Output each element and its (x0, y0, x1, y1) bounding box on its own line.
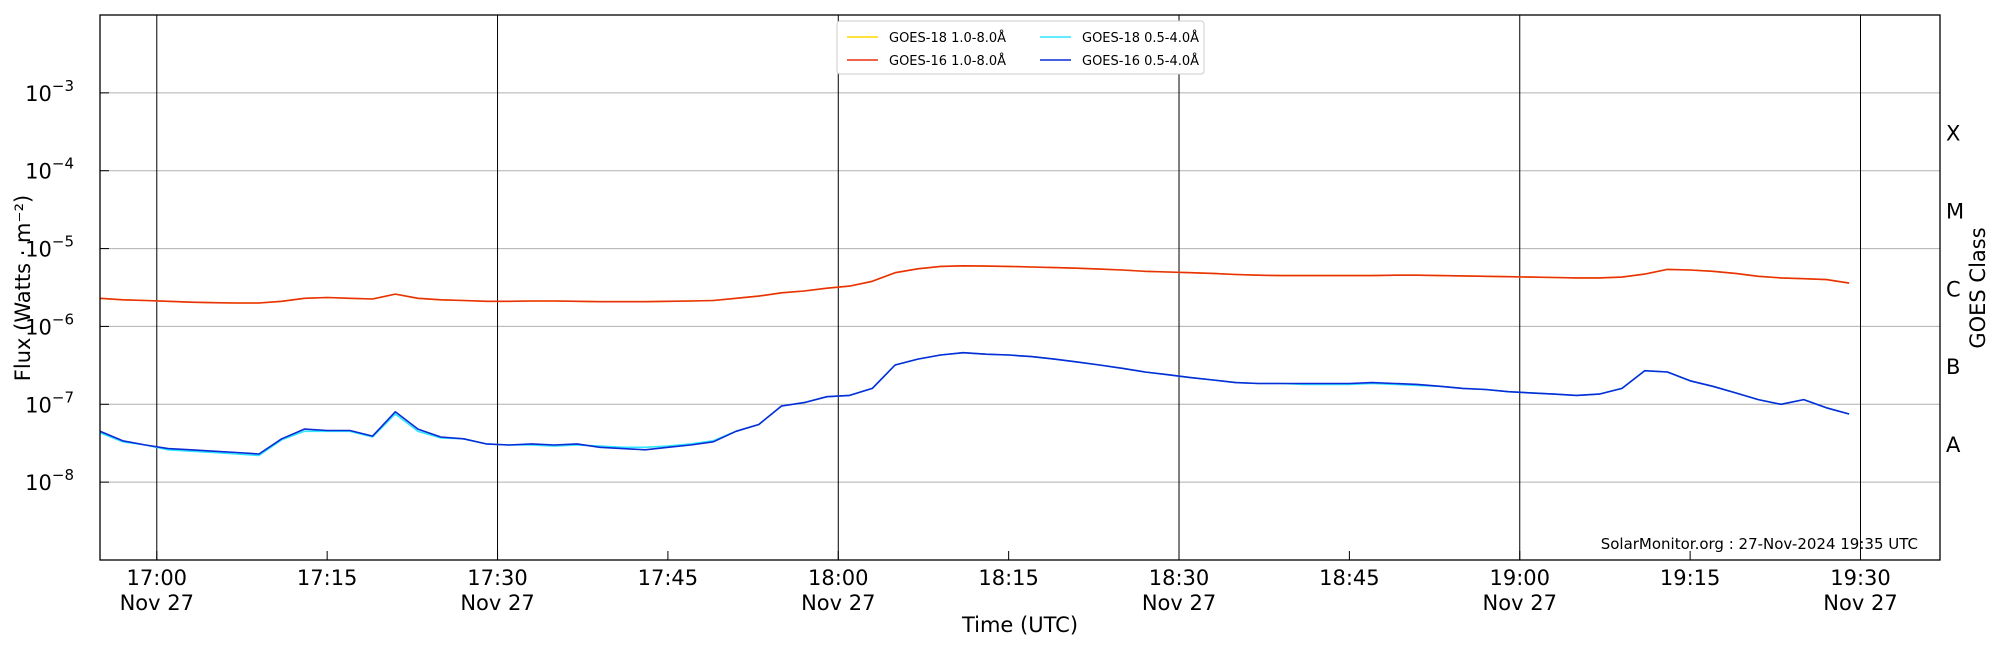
x-tick-date-label: Nov 27 (1823, 591, 1897, 615)
vertical-gridlines (156, 15, 1861, 560)
series-line-3 (99, 351, 1850, 455)
x-tick-label: 17:00 (127, 566, 188, 590)
y2-axis-title: GOES Class (1966, 227, 1990, 348)
legend-label-1: GOES-16 1.0-8.0Å (889, 53, 1006, 69)
x-axis-title: Time (UTC) (961, 613, 1078, 637)
y-tick-exponent: −4 (52, 155, 74, 173)
goes-class-label-b: B (1946, 355, 1960, 379)
y-tick-exponent: −8 (52, 466, 74, 484)
x-tick-label: 17:15 (297, 566, 358, 590)
legend-label-0: GOES-18 1.0-8.0Å (889, 30, 1006, 46)
goes-class-labels: A B C M X (1946, 122, 1964, 457)
x-tick-date-label: Nov 27 (460, 591, 534, 615)
goes-class-label-x: X (1946, 122, 1960, 146)
legend-label-3: GOES-16 0.5-4.0Å (1082, 53, 1199, 69)
x-tick-label: 17:30 (467, 566, 528, 590)
x-tick-date-label: Nov 27 (801, 591, 875, 615)
source-annotation: SolarMonitor.org : 27-Nov-2024 19:35 UTC (1601, 535, 1918, 553)
goes-class-label-c: C (1946, 277, 1961, 301)
y-axis-title: Flux (Watts · m⁻²) (11, 195, 35, 381)
legend: GOES-18 1.0-8.0Å GOES-18 0.5-4.0Å GOES-16 … (836, 20, 1205, 75)
legend-box (836, 20, 1205, 75)
x-tick-label: 18:15 (978, 566, 1039, 590)
y-tick-exponent: −7 (52, 388, 74, 406)
x-tick-date-label: Nov 27 (1483, 591, 1557, 615)
x-tick-label: 18:30 (1149, 566, 1210, 590)
x-tick-label: 17:45 (638, 566, 699, 590)
y-tick-exponent: −5 (52, 233, 74, 251)
goes-class-label-a: A (1946, 433, 1961, 457)
x-tick-label: 19:30 (1830, 566, 1891, 590)
series-line-1 (99, 264, 1850, 304)
y-tick-exponent: −6 (52, 310, 74, 328)
x-tick-label: 19:00 (1489, 566, 1550, 590)
legend-label-2: GOES-18 0.5-4.0Å (1082, 30, 1199, 46)
x-tick-label: 18:00 (808, 566, 869, 590)
x-tick-date-label: Nov 27 (1142, 591, 1216, 615)
legend-items: GOES-18 1.0-8.0Å GOES-18 0.5-4.0Å GOES-16 … (847, 30, 1199, 69)
series-lines (99, 264, 1850, 457)
x-tick-date-label: Nov 27 (120, 591, 194, 615)
x-tick-label: 19:15 (1660, 566, 1721, 590)
plot-frame (99, 14, 1941, 561)
y-tick-exponent: −3 (52, 77, 74, 95)
goes-class-label-m: M (1946, 199, 1964, 223)
horizontal-gridlines (100, 92, 1940, 483)
x-tick-label: 18:45 (1319, 566, 1380, 590)
